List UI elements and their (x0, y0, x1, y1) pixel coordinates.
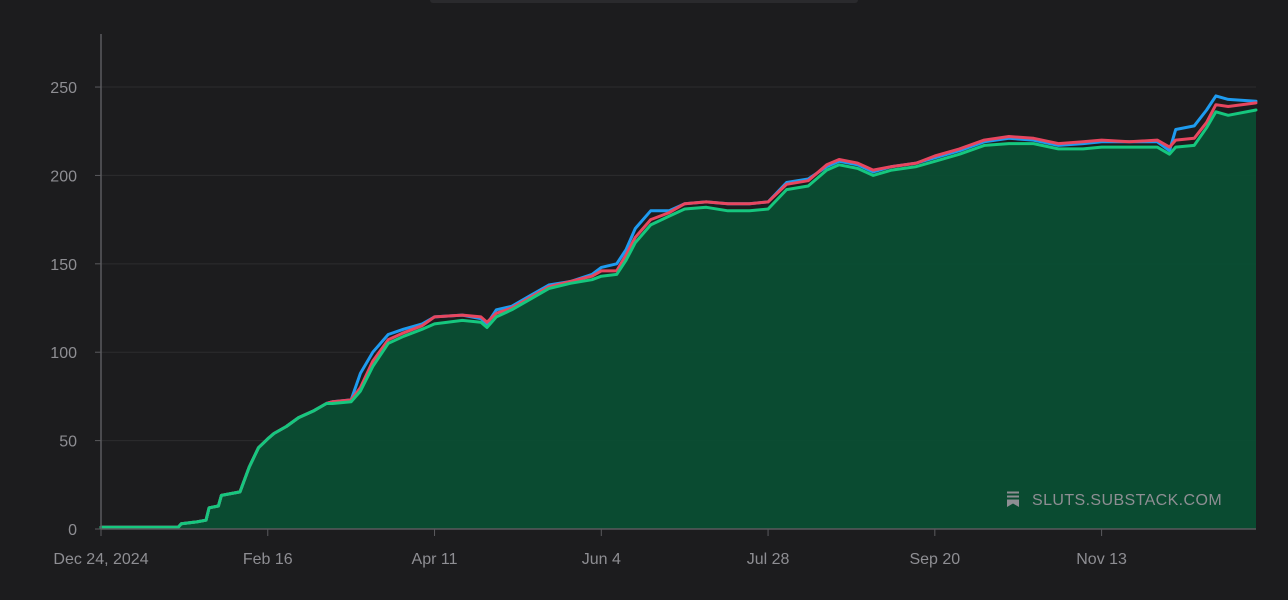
watermark-text: SLUTS.SUBSTACK.COM (1032, 492, 1222, 509)
x-tick-label: Feb 16 (243, 551, 293, 568)
y-tick-label: 100 (50, 345, 77, 362)
x-tick-label: Jun 4 (582, 551, 621, 568)
y-tick-label: 50 (59, 434, 77, 451)
substack-bookmark-icon (1007, 491, 1019, 507)
x-tick-label: Dec 24, 2024 (53, 551, 148, 568)
area-fill-layer (101, 110, 1256, 529)
y-tick-label: 150 (50, 257, 77, 274)
y-tick-label: 250 (50, 80, 77, 97)
area-fill (101, 110, 1256, 529)
x-axis-ticks: Dec 24, 2024 Feb 16 Apr 11 Jun 4 Jul 28 Sep 2… (53, 529, 1127, 568)
x-tick-label: Jul 28 (747, 551, 790, 568)
axes (100, 34, 1256, 530)
x-tick-label: Sep 20 (909, 551, 960, 568)
x-tick-label: Nov 13 (1076, 551, 1127, 568)
y-tick-label: 0 (68, 522, 77, 539)
series-lines (99, 94, 1258, 529)
y-axis-ticks: 0 50 100 150 200 250 (50, 80, 101, 539)
y-tick-label: 200 (50, 168, 77, 185)
series-line-3 (99, 108, 1258, 529)
x-tick-label: Apr 11 (412, 551, 458, 568)
watermark: SLUTS.SUBSTACK.COM (1007, 491, 1222, 509)
top-divider (430, 0, 858, 3)
